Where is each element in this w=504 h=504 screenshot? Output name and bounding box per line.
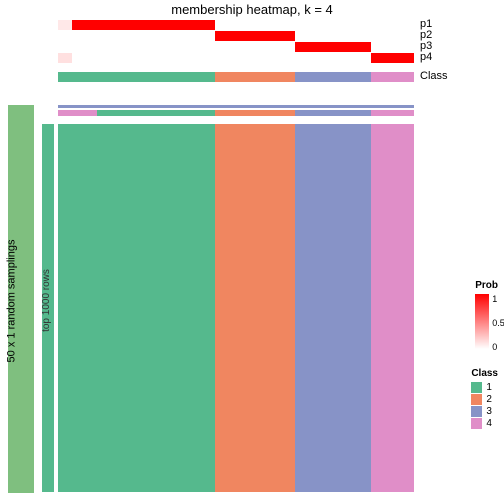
class-legend-title: Class	[471, 368, 498, 379]
heatmap-column	[371, 124, 414, 492]
class-seg	[215, 72, 295, 82]
class-legend-label: 4	[486, 418, 492, 429]
prob-tick: 0.5	[492, 318, 504, 328]
band-seg	[295, 110, 372, 116]
swatch-icon	[471, 394, 482, 405]
prob-tick: 1	[492, 294, 497, 304]
prob-seg	[58, 53, 72, 63]
heatmap-column	[295, 124, 372, 492]
band-seg	[58, 110, 72, 116]
top-cluster-band	[58, 110, 414, 116]
prob-row-p3	[58, 42, 414, 52]
probability-bars	[58, 20, 414, 64]
band-seg	[97, 110, 214, 116]
inner-row-label: top 1000 rows	[41, 269, 52, 332]
prob-tick: 0	[492, 342, 497, 352]
purple-band	[58, 105, 414, 108]
prob-seg	[295, 42, 372, 52]
prob-seg	[58, 31, 215, 41]
class-legend: Class 1234	[471, 368, 498, 430]
band-seg	[72, 110, 97, 116]
prob-seg	[58, 42, 295, 52]
heatmap-column	[215, 124, 295, 492]
prob-row-label: p4	[420, 51, 432, 63]
class-seg	[371, 72, 414, 82]
class-legend-label: 3	[486, 406, 492, 417]
prob-seg	[58, 20, 72, 30]
class-legend-item: 4	[471, 418, 498, 429]
band-seg	[215, 110, 295, 116]
prob-row-p1	[58, 20, 414, 30]
chart-title: membership heatmap, k = 4	[0, 2, 504, 17]
prob-seg	[371, 53, 414, 63]
class-legend-item: 2	[471, 394, 498, 405]
prob-row-p2	[58, 31, 414, 41]
class-legend-item: 3	[471, 406, 498, 417]
class-annotation-bar	[58, 72, 414, 82]
class-legend-label: 1	[486, 382, 492, 393]
prob-seg	[215, 20, 414, 30]
heatmap-figure: membership heatmap, k = 4 Class 50 x 1 r…	[0, 0, 504, 504]
prob-seg	[72, 53, 371, 63]
prob-gradient: 10.50	[475, 294, 489, 349]
swatch-icon	[471, 418, 482, 429]
prob-row-p4	[58, 53, 414, 63]
class-legend-label: 2	[486, 394, 492, 405]
class-legend-item: 1	[471, 382, 498, 393]
swatch-icon	[471, 406, 482, 417]
prob-legend: Prob 10.50	[475, 280, 498, 349]
class-seg	[58, 72, 215, 82]
class-seg	[295, 72, 372, 82]
swatch-icon	[471, 382, 482, 393]
class-bar-label: Class	[420, 70, 448, 82]
outer-row-label: 50 x 1 random samplings	[5, 240, 17, 363]
heatmap-column	[58, 124, 215, 492]
membership-heatmap	[58, 124, 414, 492]
prob-seg	[72, 20, 214, 30]
prob-seg	[215, 31, 295, 41]
prob-legend-title: Prob	[475, 280, 498, 291]
prob-seg	[295, 31, 414, 41]
prob-seg	[371, 42, 414, 52]
band-seg	[371, 110, 414, 116]
